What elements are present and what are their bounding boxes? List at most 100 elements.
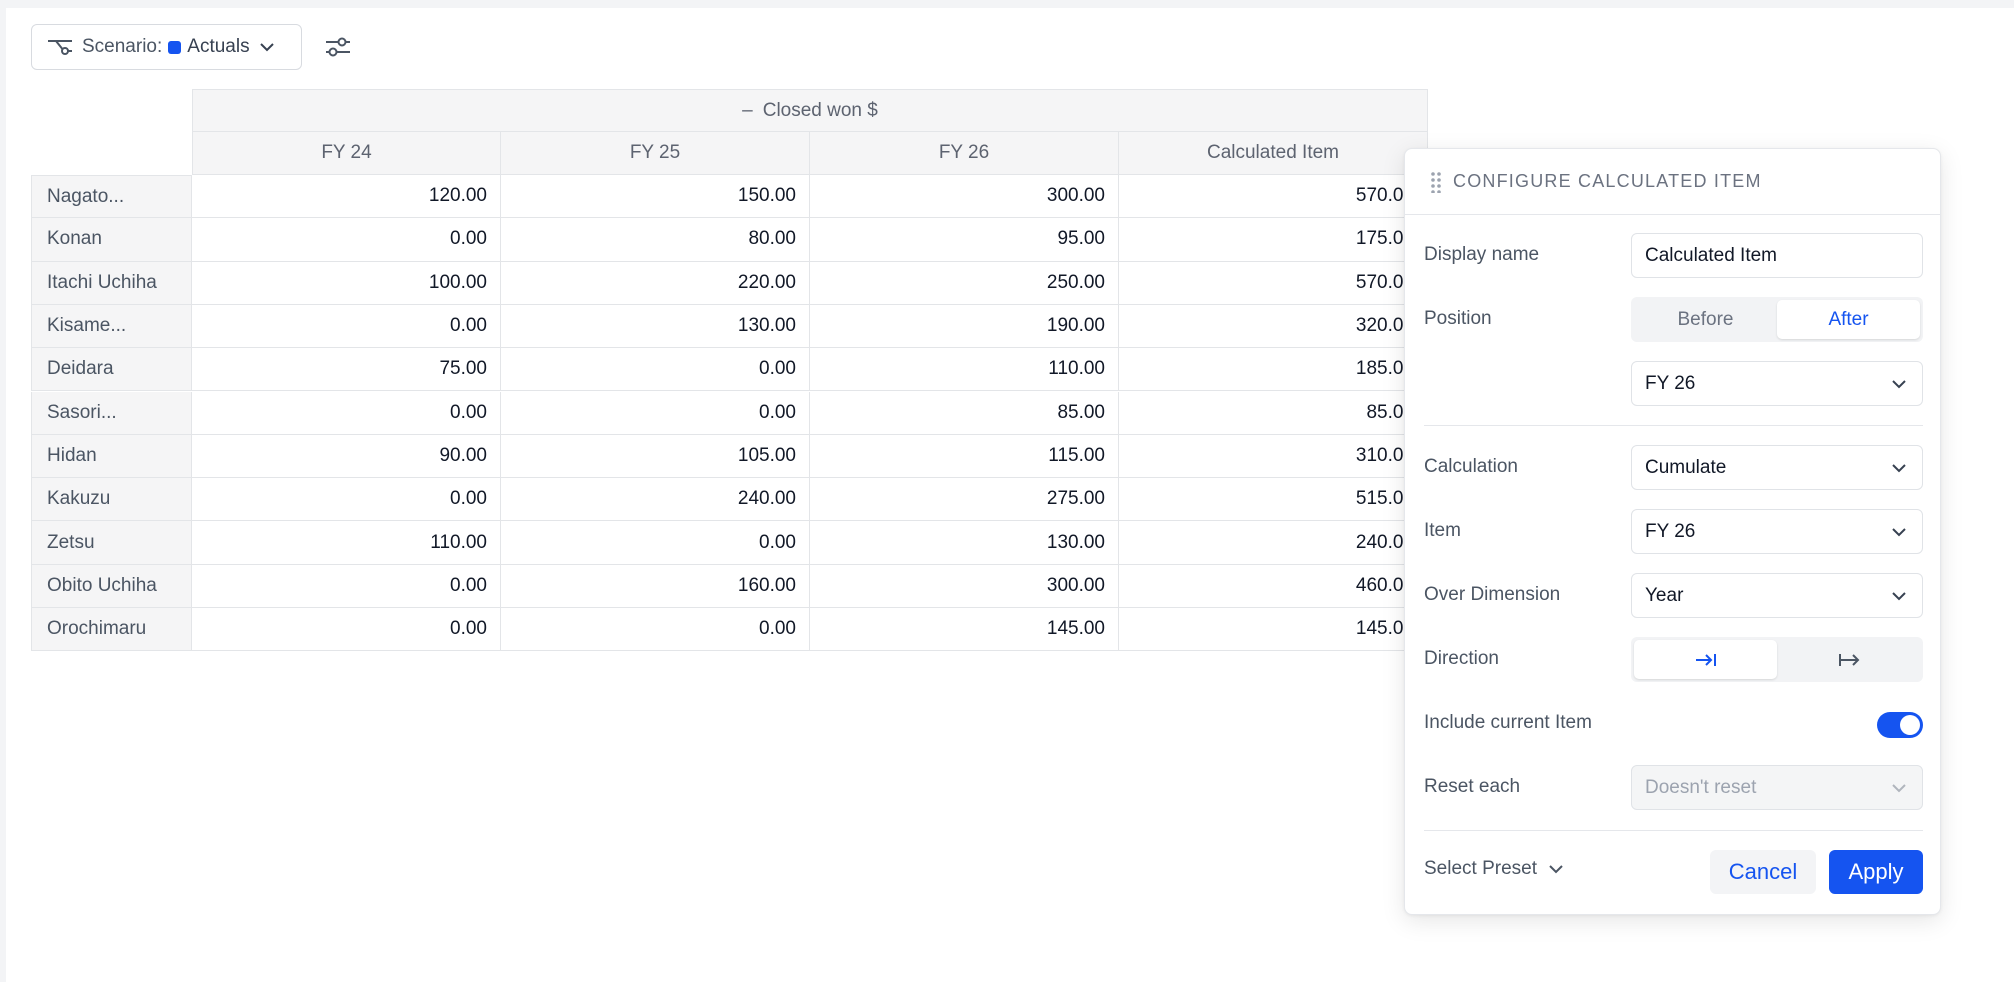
table-cell[interactable]: 190.00 bbox=[810, 304, 1119, 349]
table-cell[interactable]: 515.00 bbox=[1119, 478, 1428, 522]
sliders-icon[interactable] bbox=[323, 32, 353, 62]
panel-title: CONFIGURE CALCULATED ITEM bbox=[1453, 171, 1762, 191]
toggle-knob bbox=[1900, 715, 1920, 735]
table-cell[interactable]: 0.00 bbox=[192, 608, 501, 652]
table-cell[interactable]: 460.00 bbox=[1119, 564, 1428, 608]
direction-forward-option[interactable] bbox=[1634, 640, 1777, 679]
over-dimension-label: Over Dimension bbox=[1424, 584, 1561, 605]
row-header[interactable]: Kakuzu bbox=[31, 478, 192, 522]
position-item-select[interactable]: FY 26 bbox=[1631, 361, 1923, 406]
table-cell[interactable]: 310.00 bbox=[1119, 434, 1428, 479]
table-cell[interactable]: 150.00 bbox=[501, 175, 810, 219]
table-cell[interactable]: 90.00 bbox=[192, 434, 501, 479]
direction-label: Direction bbox=[1424, 648, 1499, 669]
table-cell[interactable]: 0.00 bbox=[501, 391, 810, 435]
left-border bbox=[0, 8, 6, 982]
position-before-option[interactable]: Before bbox=[1677, 308, 1734, 330]
row-header[interactable]: Kisame... bbox=[31, 304, 192, 349]
chevron-down-icon bbox=[1549, 865, 1563, 874]
scenario-selector[interactable]: Scenario: Actuals bbox=[31, 24, 302, 70]
column-group-header[interactable]: – Closed won $ bbox=[192, 89, 1428, 132]
table-cell[interactable]: 0.00 bbox=[192, 218, 501, 262]
table-cell[interactable]: 80.00 bbox=[501, 218, 810, 262]
table-cell[interactable]: 570.00 bbox=[1119, 261, 1428, 305]
table-cell[interactable]: 0.00 bbox=[501, 521, 810, 565]
calculation-label: Calculation bbox=[1424, 456, 1518, 477]
position-label: Position bbox=[1424, 308, 1492, 329]
table-cell[interactable]: 240.00 bbox=[1119, 521, 1428, 565]
column-header[interactable]: FY 26 bbox=[810, 132, 1119, 175]
reset-each-placeholder: Doesn't reset bbox=[1645, 776, 1757, 798]
table-cell[interactable]: 115.00 bbox=[810, 434, 1119, 479]
row-header[interactable]: Nagato... bbox=[31, 175, 192, 219]
chevron-down-icon bbox=[259, 43, 274, 52]
table-cell[interactable]: 0.00 bbox=[192, 391, 501, 435]
table-cell[interactable]: 0.00 bbox=[192, 478, 501, 522]
row-header[interactable]: Hidan bbox=[31, 434, 192, 479]
table-cell[interactable]: 300.00 bbox=[810, 564, 1119, 608]
table-cell[interactable]: 240.00 bbox=[501, 478, 810, 522]
row-header[interactable]: Deidara bbox=[31, 348, 192, 392]
position-item-value: FY 26 bbox=[1645, 372, 1696, 394]
calculation-value: Cumulate bbox=[1645, 456, 1727, 478]
row-header[interactable]: Itachi Uchiha bbox=[31, 261, 192, 305]
cancel-button[interactable]: Cancel bbox=[1710, 850, 1816, 894]
column-header[interactable]: Calculated Item bbox=[1119, 132, 1428, 175]
table-cell[interactable]: 145.00 bbox=[1119, 608, 1428, 652]
table-cell[interactable]: 0.00 bbox=[501, 348, 810, 392]
table-cell[interactable]: 0.00 bbox=[192, 564, 501, 608]
table-cell[interactable]: 0.00 bbox=[192, 304, 501, 349]
configure-calculated-item-panel: CONFIGURE CALCULATED ITEM Display name C… bbox=[1404, 148, 1941, 915]
table-cell[interactable]: 110.00 bbox=[192, 521, 501, 565]
section-divider bbox=[1424, 425, 1923, 426]
include-current-toggle[interactable] bbox=[1877, 712, 1923, 738]
table-cell[interactable]: 105.00 bbox=[501, 434, 810, 479]
table-cell[interactable]: 75.00 bbox=[192, 348, 501, 392]
over-dimension-select[interactable]: Year bbox=[1631, 573, 1923, 618]
table-cell[interactable]: 220.00 bbox=[501, 261, 810, 305]
drag-handle-icon[interactable] bbox=[1429, 171, 1443, 193]
table-cell[interactable]: 85.00 bbox=[1119, 391, 1428, 435]
table-cell[interactable]: 145.00 bbox=[810, 608, 1119, 652]
table-cell[interactable]: 130.00 bbox=[501, 304, 810, 349]
table-cell[interactable]: 300.00 bbox=[810, 175, 1119, 219]
table-cell[interactable]: 85.00 bbox=[810, 391, 1119, 435]
chevron-down-icon bbox=[1892, 464, 1906, 473]
direction-backward-option[interactable] bbox=[1777, 640, 1920, 679]
row-header[interactable]: Obito Uchiha bbox=[31, 564, 192, 608]
row-header[interactable]: Konan bbox=[31, 218, 192, 262]
apply-button[interactable]: Apply bbox=[1829, 850, 1923, 894]
table-cell[interactable]: 250.00 bbox=[810, 261, 1119, 305]
column-header[interactable]: FY 24 bbox=[192, 132, 501, 175]
calculation-select[interactable]: Cumulate bbox=[1631, 445, 1923, 490]
column-header[interactable]: FY 25 bbox=[501, 132, 810, 175]
position-after-option[interactable]: After bbox=[1777, 300, 1920, 339]
over-dimension-value: Year bbox=[1645, 584, 1684, 606]
table-cell[interactable]: 320.00 bbox=[1119, 304, 1428, 349]
scenario-label: Scenario: bbox=[82, 36, 163, 57]
chevron-down-icon bbox=[1892, 592, 1906, 601]
row-header[interactable]: Orochimaru bbox=[31, 608, 192, 652]
display-name-value: Calculated Item bbox=[1645, 244, 1778, 266]
table-cell[interactable]: 120.00 bbox=[192, 175, 501, 219]
table-cell[interactable]: 110.00 bbox=[810, 348, 1119, 392]
table-cell[interactable]: 175.00 bbox=[1119, 218, 1428, 262]
table-cell[interactable]: 130.00 bbox=[810, 521, 1119, 565]
top-border bbox=[0, 0, 2014, 8]
arrow-right-from-bar-icon bbox=[1838, 653, 1859, 666]
reset-each-select[interactable]: Doesn't reset bbox=[1631, 765, 1923, 810]
item-select[interactable]: FY 26 bbox=[1631, 509, 1923, 554]
row-header[interactable]: Zetsu bbox=[31, 521, 192, 565]
table-cell[interactable]: 100.00 bbox=[192, 261, 501, 305]
table-cell[interactable]: 185.00 bbox=[1119, 348, 1428, 392]
select-preset-dropdown[interactable]: Select Preset bbox=[1424, 858, 1565, 880]
table-cell[interactable]: 95.00 bbox=[810, 218, 1119, 262]
table-cell[interactable]: 160.00 bbox=[501, 564, 810, 608]
collapse-icon[interactable]: – bbox=[742, 99, 753, 121]
table-cell[interactable]: 0.00 bbox=[501, 608, 810, 652]
position-toggle: Before After bbox=[1631, 297, 1923, 342]
table-cell[interactable]: 570.00 bbox=[1119, 175, 1428, 219]
row-header[interactable]: Sasori... bbox=[31, 391, 192, 435]
table-cell[interactable]: 275.00 bbox=[810, 478, 1119, 522]
display-name-input[interactable]: Calculated Item bbox=[1631, 233, 1923, 278]
